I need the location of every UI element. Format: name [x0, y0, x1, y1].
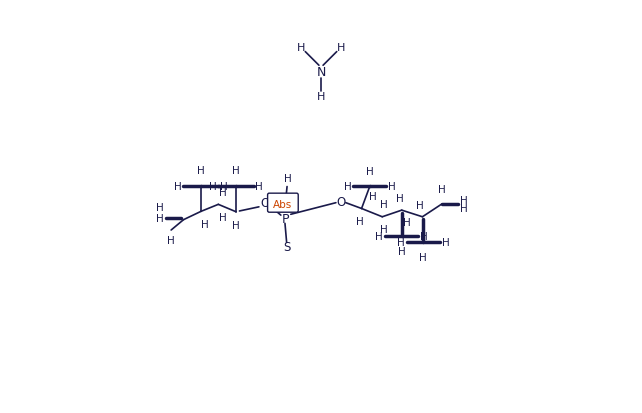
Text: H: H — [376, 231, 383, 241]
Text: H: H — [366, 167, 374, 177]
Text: H: H — [356, 216, 363, 226]
Text: O: O — [336, 196, 345, 209]
Text: H: H — [421, 231, 428, 241]
Text: H: H — [168, 235, 175, 245]
Text: P: P — [282, 212, 290, 225]
FancyBboxPatch shape — [268, 194, 299, 213]
Text: H: H — [398, 246, 406, 256]
Text: H: H — [209, 182, 217, 192]
Text: N: N — [317, 66, 325, 79]
Text: H: H — [442, 238, 449, 248]
Text: H: H — [174, 181, 182, 191]
Text: H: H — [397, 238, 404, 248]
Text: Abs: Abs — [273, 199, 293, 209]
Text: O: O — [260, 197, 270, 210]
Text: H: H — [438, 185, 446, 195]
Text: H: H — [232, 166, 240, 176]
Text: S: S — [283, 240, 290, 254]
Text: H: H — [381, 225, 388, 235]
Text: H: H — [284, 174, 291, 184]
Text: H: H — [395, 193, 404, 203]
Text: H: H — [388, 182, 396, 192]
Text: H: H — [201, 219, 209, 229]
Text: H: H — [403, 217, 411, 227]
Text: H: H — [317, 92, 325, 102]
Text: H: H — [381, 200, 388, 210]
Text: H: H — [297, 43, 306, 53]
Text: H: H — [336, 43, 345, 53]
Text: H: H — [218, 212, 227, 222]
Text: H: H — [343, 182, 351, 192]
Text: H: H — [232, 221, 239, 230]
Text: H: H — [155, 203, 164, 213]
Text: H: H — [197, 166, 205, 176]
Text: H: H — [369, 192, 377, 202]
Text: H: H — [417, 201, 424, 211]
Text: H: H — [218, 188, 227, 197]
Text: H: H — [220, 181, 228, 191]
Text: H: H — [155, 213, 164, 223]
Text: H: H — [419, 253, 427, 263]
Text: H: H — [256, 182, 263, 192]
Text: H: H — [460, 195, 468, 205]
Text: H: H — [460, 204, 468, 214]
